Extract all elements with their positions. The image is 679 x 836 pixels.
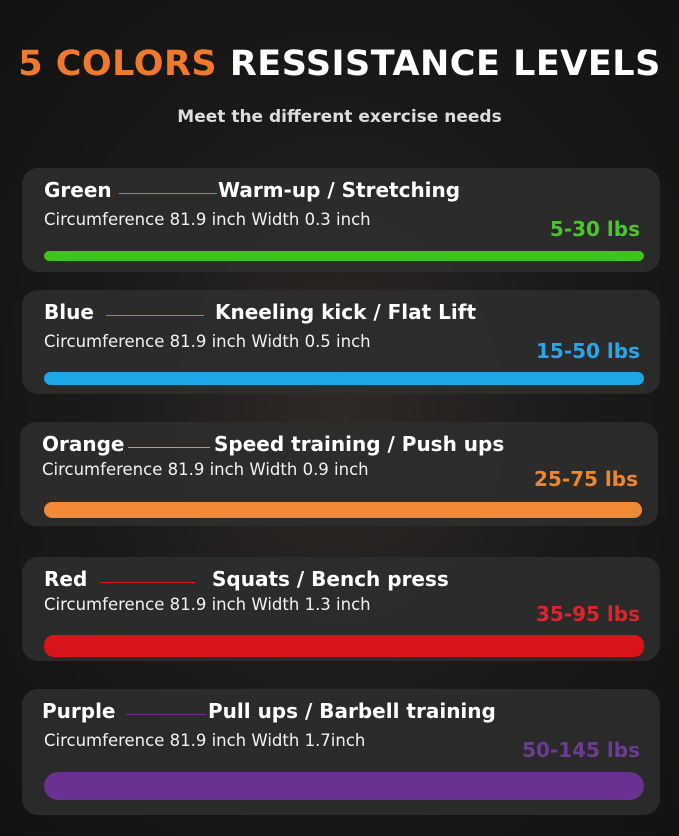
level-spec: Circumference 81.9 inch Width 1.7inch: [44, 731, 366, 750]
level-card-red: Red Squats / Bench press Circumference 81…: [22, 557, 660, 661]
level-name: Blue: [44, 300, 94, 324]
connector-line: [126, 714, 206, 715]
level-range: 50-145 lbs: [522, 738, 640, 762]
level-card-orange: Orange Speed training / Push ups Circumfe…: [20, 422, 658, 526]
band-bar: [44, 251, 644, 261]
level-use: Speed training / Push ups: [214, 432, 505, 456]
level-name: Purple: [42, 699, 116, 723]
connector-line: [128, 447, 210, 448]
level-range: 35-95 lbs: [535, 602, 640, 626]
level-range: 5-30 lbs: [549, 217, 640, 241]
connector-line: [100, 582, 196, 583]
level-name: Red: [44, 567, 88, 591]
level-spec: Circumference 81.9 inch Width 0.9 inch: [42, 460, 369, 479]
level-card-purple: Purple Pull ups / Barbell training Circum…: [22, 689, 660, 815]
subtitle: Meet the different exercise needs: [177, 107, 502, 127]
connector-line: [119, 193, 217, 194]
level-name: Orange: [42, 432, 125, 456]
level-use: Squats / Bench press: [212, 567, 449, 591]
level-spec: Circumference 81.9 inch Width 0.5 inch: [44, 332, 371, 351]
level-spec: Circumference 81.9 inch Width 1.3 inch: [44, 595, 371, 614]
band-bar: [44, 372, 644, 385]
band-bar: [44, 635, 644, 657]
level-use: Warm-up / Stretching: [218, 178, 461, 202]
level-use: Pull ups / Barbell training: [208, 699, 496, 723]
connector-line: [106, 315, 204, 316]
level-card-green: Green Warm-up / Stretching Circumference …: [22, 168, 660, 272]
level-card-blue: Blue Kneeling kick / Flat Lift Circumfere…: [22, 290, 660, 394]
page-title: 5 COLORS RESSISTANCE LEVELS: [18, 44, 661, 84]
level-spec: Circumference 81.9 inch Width 0.3 inch: [44, 210, 371, 229]
band-bar: [44, 502, 642, 518]
level-range: 25-75 lbs: [533, 467, 638, 491]
band-bar: [44, 772, 644, 800]
level-name: Green: [44, 178, 112, 202]
level-range: 15-50 lbs: [535, 339, 640, 363]
level-use: Kneeling kick / Flat Lift: [215, 300, 477, 324]
